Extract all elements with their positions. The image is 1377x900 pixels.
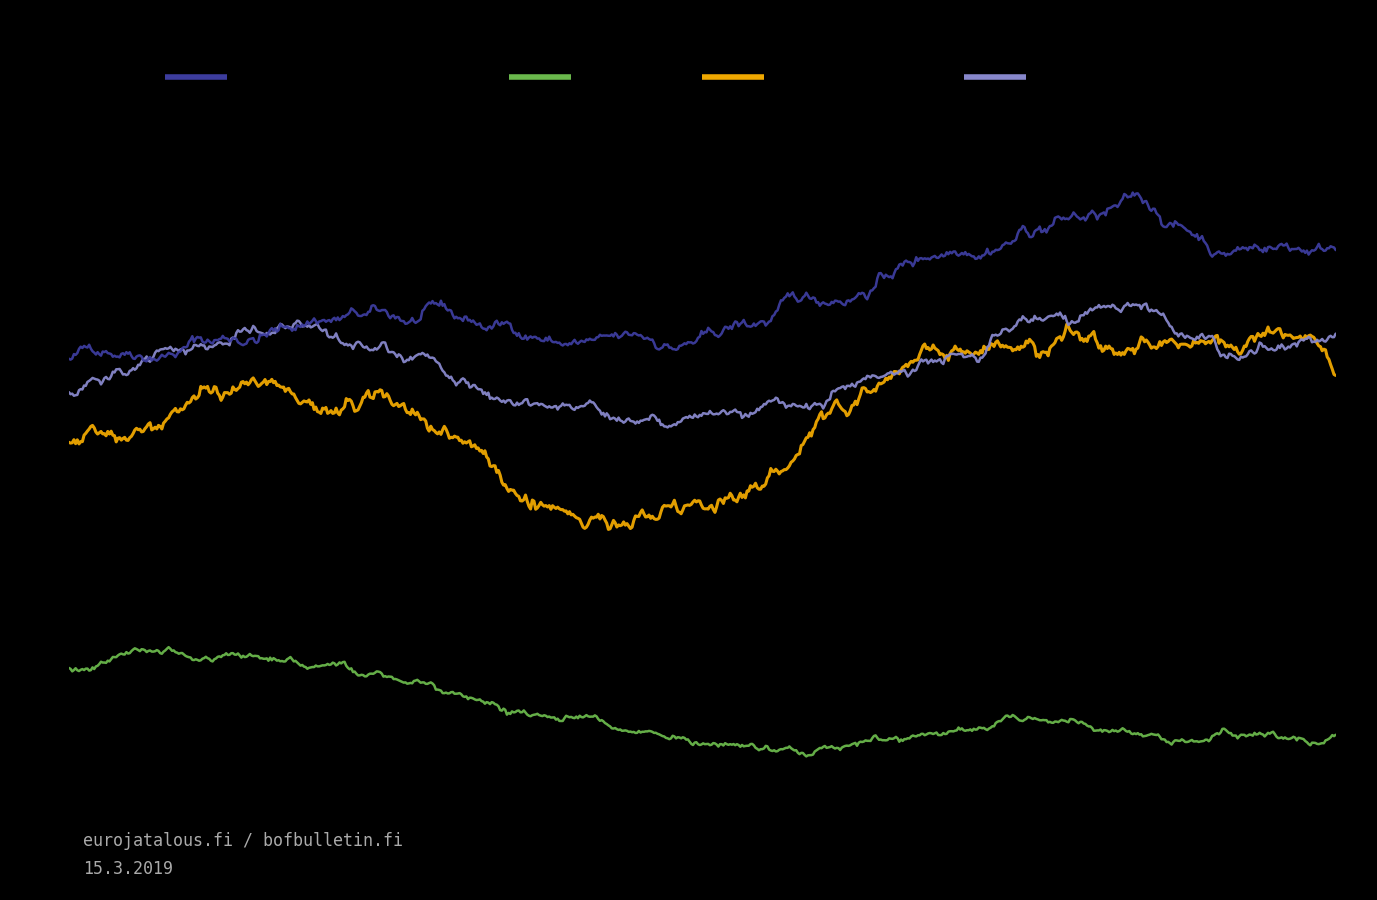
Text: 15.3.2019: 15.3.2019 [83, 860, 172, 878]
Text: eurojatalous.fi / bofbulletin.fi: eurojatalous.fi / bofbulletin.fi [83, 832, 402, 850]
